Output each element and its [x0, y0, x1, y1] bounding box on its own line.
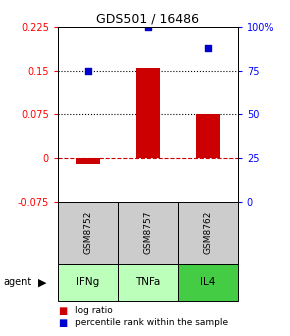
Text: agent: agent [3, 277, 31, 287]
Text: IL4: IL4 [200, 277, 215, 287]
Bar [76, 158, 100, 164]
Text: ▶: ▶ [38, 277, 46, 287]
Text: IFNg: IFNg [76, 277, 99, 287]
Text: ■: ■ [58, 306, 67, 316]
Bar [136, 68, 160, 158]
Text: ■: ■ [58, 318, 67, 328]
Text: log ratio: log ratio [75, 306, 113, 315]
Title: GDS501 / 16486: GDS501 / 16486 [96, 13, 200, 26]
Point [86, 68, 90, 73]
Text: GSM8752: GSM8752 [84, 211, 93, 254]
Text: percentile rank within the sample: percentile rank within the sample [75, 318, 229, 327]
Point [146, 24, 150, 30]
Bar [196, 114, 220, 158]
Text: GSM8757: GSM8757 [143, 211, 153, 254]
Text: GSM8762: GSM8762 [203, 211, 212, 254]
Text: TNFa: TNFa [135, 277, 161, 287]
Point [206, 45, 210, 50]
